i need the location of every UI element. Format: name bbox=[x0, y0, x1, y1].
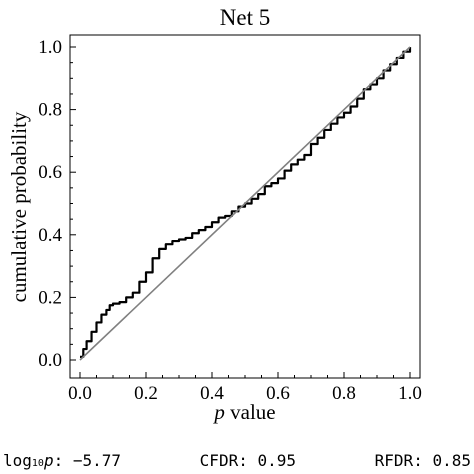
series-layer bbox=[79, 46, 412, 361]
rfdr-value: 0.85 bbox=[432, 450, 471, 470]
log10-p-value: : −5.77 bbox=[53, 450, 122, 470]
x-tick-label: 0.2 bbox=[134, 383, 158, 404]
log10-p-variable: p bbox=[43, 450, 54, 470]
y-tick-label: 0.8 bbox=[38, 100, 62, 121]
empirical-cdf-line bbox=[80, 47, 412, 358]
y-tick-label: 0.0 bbox=[38, 350, 62, 371]
x-tick-label: 0.6 bbox=[266, 383, 290, 404]
y-axis-label: cumulative probability bbox=[7, 111, 31, 302]
stats-bar: log 10 p: −5.77 CFDR: 0.95 RFDR: 0.85 bbox=[0, 446, 474, 474]
cfdr-label: CFDR: bbox=[199, 450, 248, 470]
cfdr-stat: CFDR: 0.95 bbox=[200, 451, 296, 470]
chart: Net 5 0.0 0.2 0.4 0.6 0.8 1.0 0.0 0.2 0.4 0.6 0.8 1… bbox=[7, 5, 422, 424]
reference-diagonal-line bbox=[79, 46, 411, 361]
rfdr-stat: RFDR: 0.85 bbox=[375, 451, 471, 470]
y-tick-label: 0.2 bbox=[38, 287, 62, 308]
x-axis-label: p value bbox=[212, 400, 275, 424]
log10-label: log bbox=[3, 450, 32, 470]
y-tick-label: 0.4 bbox=[38, 225, 62, 246]
chart-title: Net 5 bbox=[220, 5, 270, 30]
x-tick-label: 0.4 bbox=[200, 383, 224, 404]
x-tick-label: 1.0 bbox=[398, 383, 422, 404]
y-tick-label: 1.0 bbox=[38, 37, 62, 58]
axes: 0.0 0.2 0.4 0.6 0.8 1.0 0.0 0.2 0.4 0.6 0.8 1.0 bbox=[38, 37, 422, 404]
x-tick-label: 0.0 bbox=[68, 383, 92, 404]
cfdr-value: 0.95 bbox=[257, 450, 297, 470]
rfdr-label: RFDR: bbox=[374, 450, 423, 470]
x-tick-label: 0.8 bbox=[332, 383, 356, 404]
y-tick-label: 0.6 bbox=[38, 162, 62, 183]
log10-p-stat: log 10 p: −5.77 bbox=[3, 451, 121, 470]
log10-subscript: 10 bbox=[31, 457, 44, 469]
